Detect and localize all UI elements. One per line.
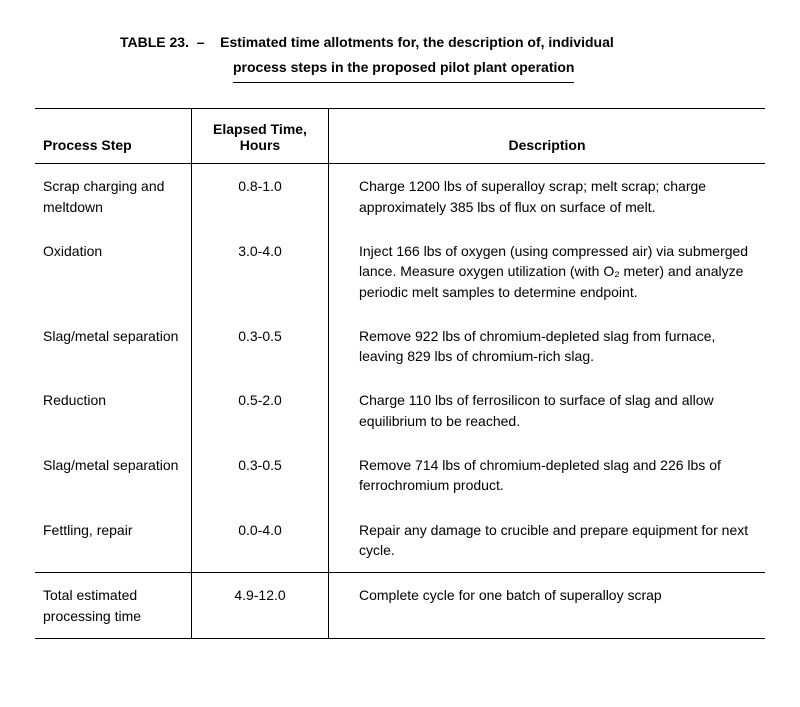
cell-desc: Remove 714 lbs of chromium-depleted slag… bbox=[329, 443, 766, 508]
col-header-step: Process Step bbox=[35, 109, 192, 164]
title-sep: – bbox=[197, 34, 205, 50]
cell-time: 4.9-12.0 bbox=[192, 573, 329, 639]
table-row: Reduction 0.5-2.0 Charge 110 lbs of ferr… bbox=[35, 378, 765, 443]
cell-time: 0.3-0.5 bbox=[192, 314, 329, 379]
table-row: Scrap charging and meltdown 0.8-1.0 Char… bbox=[35, 164, 765, 229]
col-header-time-l1: Elapsed Time, bbox=[213, 121, 307, 137]
col-header-desc: Description bbox=[329, 109, 766, 164]
cell-step: Total estimated processing time bbox=[35, 573, 192, 639]
table-total-row: Total estimated processing time 4.9-12.0… bbox=[35, 573, 765, 639]
cell-time: 0.8-1.0 bbox=[192, 164, 329, 229]
cell-step: Slag/metal separation bbox=[35, 443, 192, 508]
table-number: TABLE 23. bbox=[120, 34, 189, 50]
table-row: Oxidation 3.0-4.0 Inject 166 lbs of oxyg… bbox=[35, 229, 765, 314]
cell-step: Oxidation bbox=[35, 229, 192, 314]
cell-step: Slag/metal separation bbox=[35, 314, 192, 379]
cell-time: 3.0-4.0 bbox=[192, 229, 329, 314]
table-row: Fettling, repair 0.0-4.0 Repair any dama… bbox=[35, 508, 765, 573]
cell-desc: Charge 1200 lbs of superalloy scrap; mel… bbox=[329, 164, 766, 229]
table-header-row: Process Step Elapsed Time, Hours Descrip… bbox=[35, 109, 765, 164]
process-table: Process Step Elapsed Time, Hours Descrip… bbox=[35, 108, 765, 638]
title-text-2: process steps in the proposed pilot plan… bbox=[233, 55, 574, 83]
table-caption: TABLE 23. – Estimated time allotments fo… bbox=[120, 30, 765, 83]
col-header-time-l2: Hours bbox=[240, 137, 280, 153]
cell-step: Scrap charging and meltdown bbox=[35, 164, 192, 229]
cell-desc: Remove 922 lbs of chromium-depleted slag… bbox=[329, 314, 766, 379]
table-body: Scrap charging and meltdown 0.8-1.0 Char… bbox=[35, 164, 765, 638]
cell-desc: Inject 166 lbs of oxygen (using compress… bbox=[329, 229, 766, 314]
cell-desc: Charge 110 lbs of ferrosilicon to surfac… bbox=[329, 378, 766, 443]
cell-desc: Repair any damage to crucible and prepar… bbox=[329, 508, 766, 573]
cell-step: Fettling, repair bbox=[35, 508, 192, 573]
title-text-1: Estimated time allotments for, the descr… bbox=[220, 34, 614, 50]
cell-desc: Complete cycle for one batch of superall… bbox=[329, 573, 766, 639]
col-header-time: Elapsed Time, Hours bbox=[192, 109, 329, 164]
cell-step: Reduction bbox=[35, 378, 192, 443]
cell-time: 0.0-4.0 bbox=[192, 508, 329, 573]
table-row: Slag/metal separation 0.3-0.5 Remove 922… bbox=[35, 314, 765, 379]
table-row: Slag/metal separation 0.3-0.5 Remove 714… bbox=[35, 443, 765, 508]
cell-time: 0.5-2.0 bbox=[192, 378, 329, 443]
cell-time: 0.3-0.5 bbox=[192, 443, 329, 508]
